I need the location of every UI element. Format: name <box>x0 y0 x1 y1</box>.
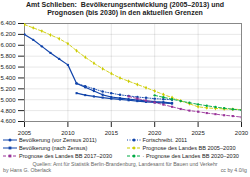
html-text:Quellen: Amt für Statistik Ber: Quellen: Amt für Statistik Berlin-Brande… <box>32 160 218 167</box>
svg-text:2015: 2015 <box>105 130 119 135</box>
svg-text:5.200: 5.200 <box>0 86 16 92</box>
svg-text:2020: 2020 <box>148 130 162 135</box>
svg-text:5.600: 5.600 <box>0 64 16 70</box>
svg-text:2025: 2025 <box>191 130 205 135</box>
html-text:Amt Schlieben: Bevölkerungsent: Amt Schlieben: Bevölkerungsentwicklung (… <box>26 1 224 17</box>
html-text:cc by 4.0/ig: cc by 4.0/ig <box>220 167 247 174</box>
svg-text:2010: 2010 <box>61 130 75 135</box>
svg-text:5.800: 5.800 <box>0 53 16 59</box>
svg-text:6.200: 6.200 <box>0 31 16 37</box>
svg-text:5.000: 5.000 <box>0 96 16 102</box>
svg-text:2030: 2030 <box>235 130 249 135</box>
svg-text:2005: 2005 <box>18 130 32 135</box>
html-text:Bevölkerung (vor Zensus 2011): Bevölkerung (vor Zensus 2011) <box>19 136 97 143</box>
html-text:Bevölkerung (nach Zensus): Bevölkerung (nach Zensus) <box>19 144 88 151</box>
html-text:Fortschreibt. 2011: Fortschreibt. 2011 <box>142 136 188 143</box>
html-text:Prognose des Landes BB 2005–20: Prognose des Landes BB 2005–2030 <box>142 144 236 151</box>
html-text:by Hans G. Oberlack: by Hans G. Oberlack <box>3 167 52 174</box>
svg-text:6.000: 6.000 <box>0 42 16 48</box>
svg-text:4.600: 4.600 <box>0 118 16 124</box>
svg-text:5.400: 5.400 <box>0 75 16 81</box>
html-text:· Prognose des Landes BB 2020–: · Prognose des Landes BB 2020–2030 <box>142 152 239 159</box>
html-text:Prognose des Landes BB 2017–20: Prognose des Landes BB 2017–2030 <box>19 152 112 159</box>
svg-text:6.400: 6.400 <box>0 20 16 26</box>
svg-text:4.800: 4.800 <box>0 107 16 113</box>
